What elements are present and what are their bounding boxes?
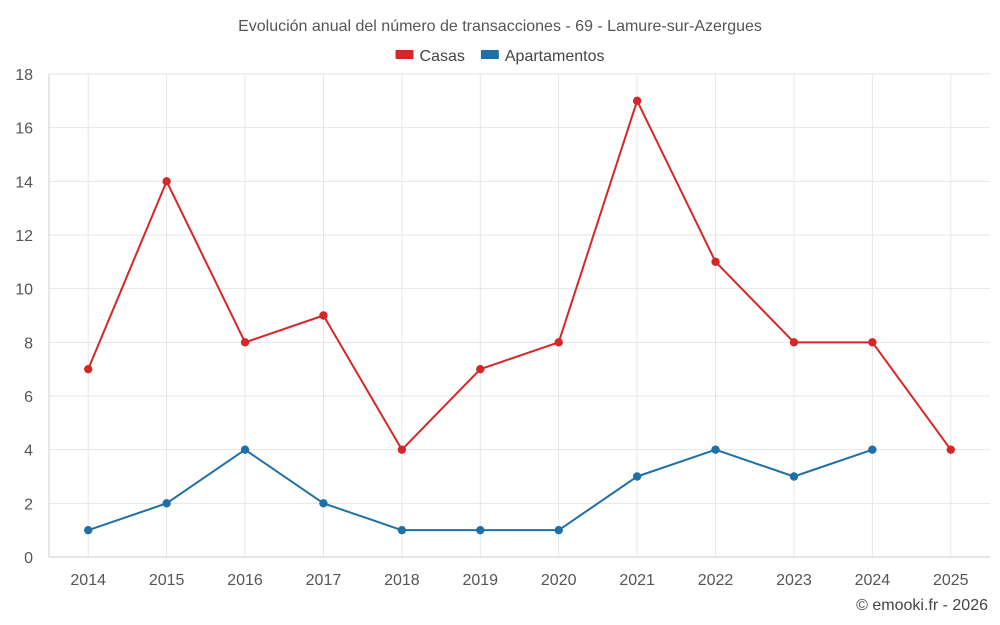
data-point	[476, 364, 485, 374]
data-point	[868, 445, 877, 454]
y-tick-label: 12	[15, 228, 33, 245]
series-line	[87, 99, 952, 451]
x-axis-ticks: 2014 2015 2016 2017 2018 2019 2020 2021 2022 2023…	[70, 572, 968, 589]
y-tick-label: 16	[15, 121, 33, 138]
data-point	[240, 445, 250, 454]
data-point	[84, 364, 93, 374]
data-point	[397, 445, 407, 454]
legend-swatch	[480, 50, 499, 59]
x-tick-label: 2015	[149, 572, 185, 589]
axes	[48, 74, 990, 558]
legend-swatch	[395, 50, 414, 59]
data-point	[632, 96, 642, 106]
data-point	[319, 311, 328, 320]
data-point	[711, 257, 720, 267]
data-point	[162, 499, 171, 508]
x-tick-label: 2014	[70, 572, 106, 589]
x-tick-label: 2018	[384, 572, 420, 589]
x-gridlines	[87, 74, 952, 557]
y-tick-label: 4	[24, 443, 33, 460]
y-axis-ticks: 0 2 4 6 8 10 12 14 16 18	[15, 67, 33, 567]
data-point	[397, 525, 407, 535]
data-point	[789, 472, 799, 481]
y-tick-label: 2	[24, 496, 33, 513]
credit-text: © emooki.fr - 2026	[856, 597, 988, 614]
data-point	[868, 338, 877, 347]
y-tick-label: 0	[24, 550, 33, 567]
x-tick-label: 2020	[541, 572, 577, 589]
y-tick-label: 6	[24, 389, 33, 406]
data-point	[711, 445, 720, 454]
series-layer	[84, 96, 955, 535]
data-point	[162, 177, 171, 186]
data-point	[789, 338, 799, 347]
series-casas	[84, 96, 955, 454]
x-tick-label: 2016	[227, 572, 263, 589]
data-point	[476, 525, 485, 535]
series-apartamentos	[84, 445, 877, 535]
data-point	[84, 525, 93, 535]
x-tick-label: 2019	[462, 572, 498, 589]
y-tick-label: 8	[24, 335, 33, 352]
y-gridlines	[49, 73, 990, 504]
data-point	[240, 338, 250, 347]
legend-label: Apartamentos	[505, 48, 605, 65]
legend: Casas Apartamentos	[395, 48, 605, 65]
chart-title: Evolución anual del número de transaccio…	[238, 18, 762, 35]
x-tick-label: 2017	[306, 572, 342, 589]
y-tick-label: 18	[15, 67, 33, 84]
x-tick-label: 2021	[619, 572, 655, 589]
data-point	[554, 338, 563, 347]
legend-label: Casas	[420, 48, 465, 65]
x-tick-label: 2023	[776, 572, 812, 589]
data-point	[319, 499, 328, 508]
y-tick-label: 10	[15, 282, 33, 299]
x-tick-label: 2025	[933, 572, 969, 589]
data-point	[632, 472, 642, 481]
x-tick-label: 2022	[698, 572, 734, 589]
data-point	[554, 525, 563, 535]
data-point	[946, 445, 955, 454]
x-tick-label: 2024	[855, 572, 891, 589]
y-tick-label: 14	[15, 174, 33, 191]
